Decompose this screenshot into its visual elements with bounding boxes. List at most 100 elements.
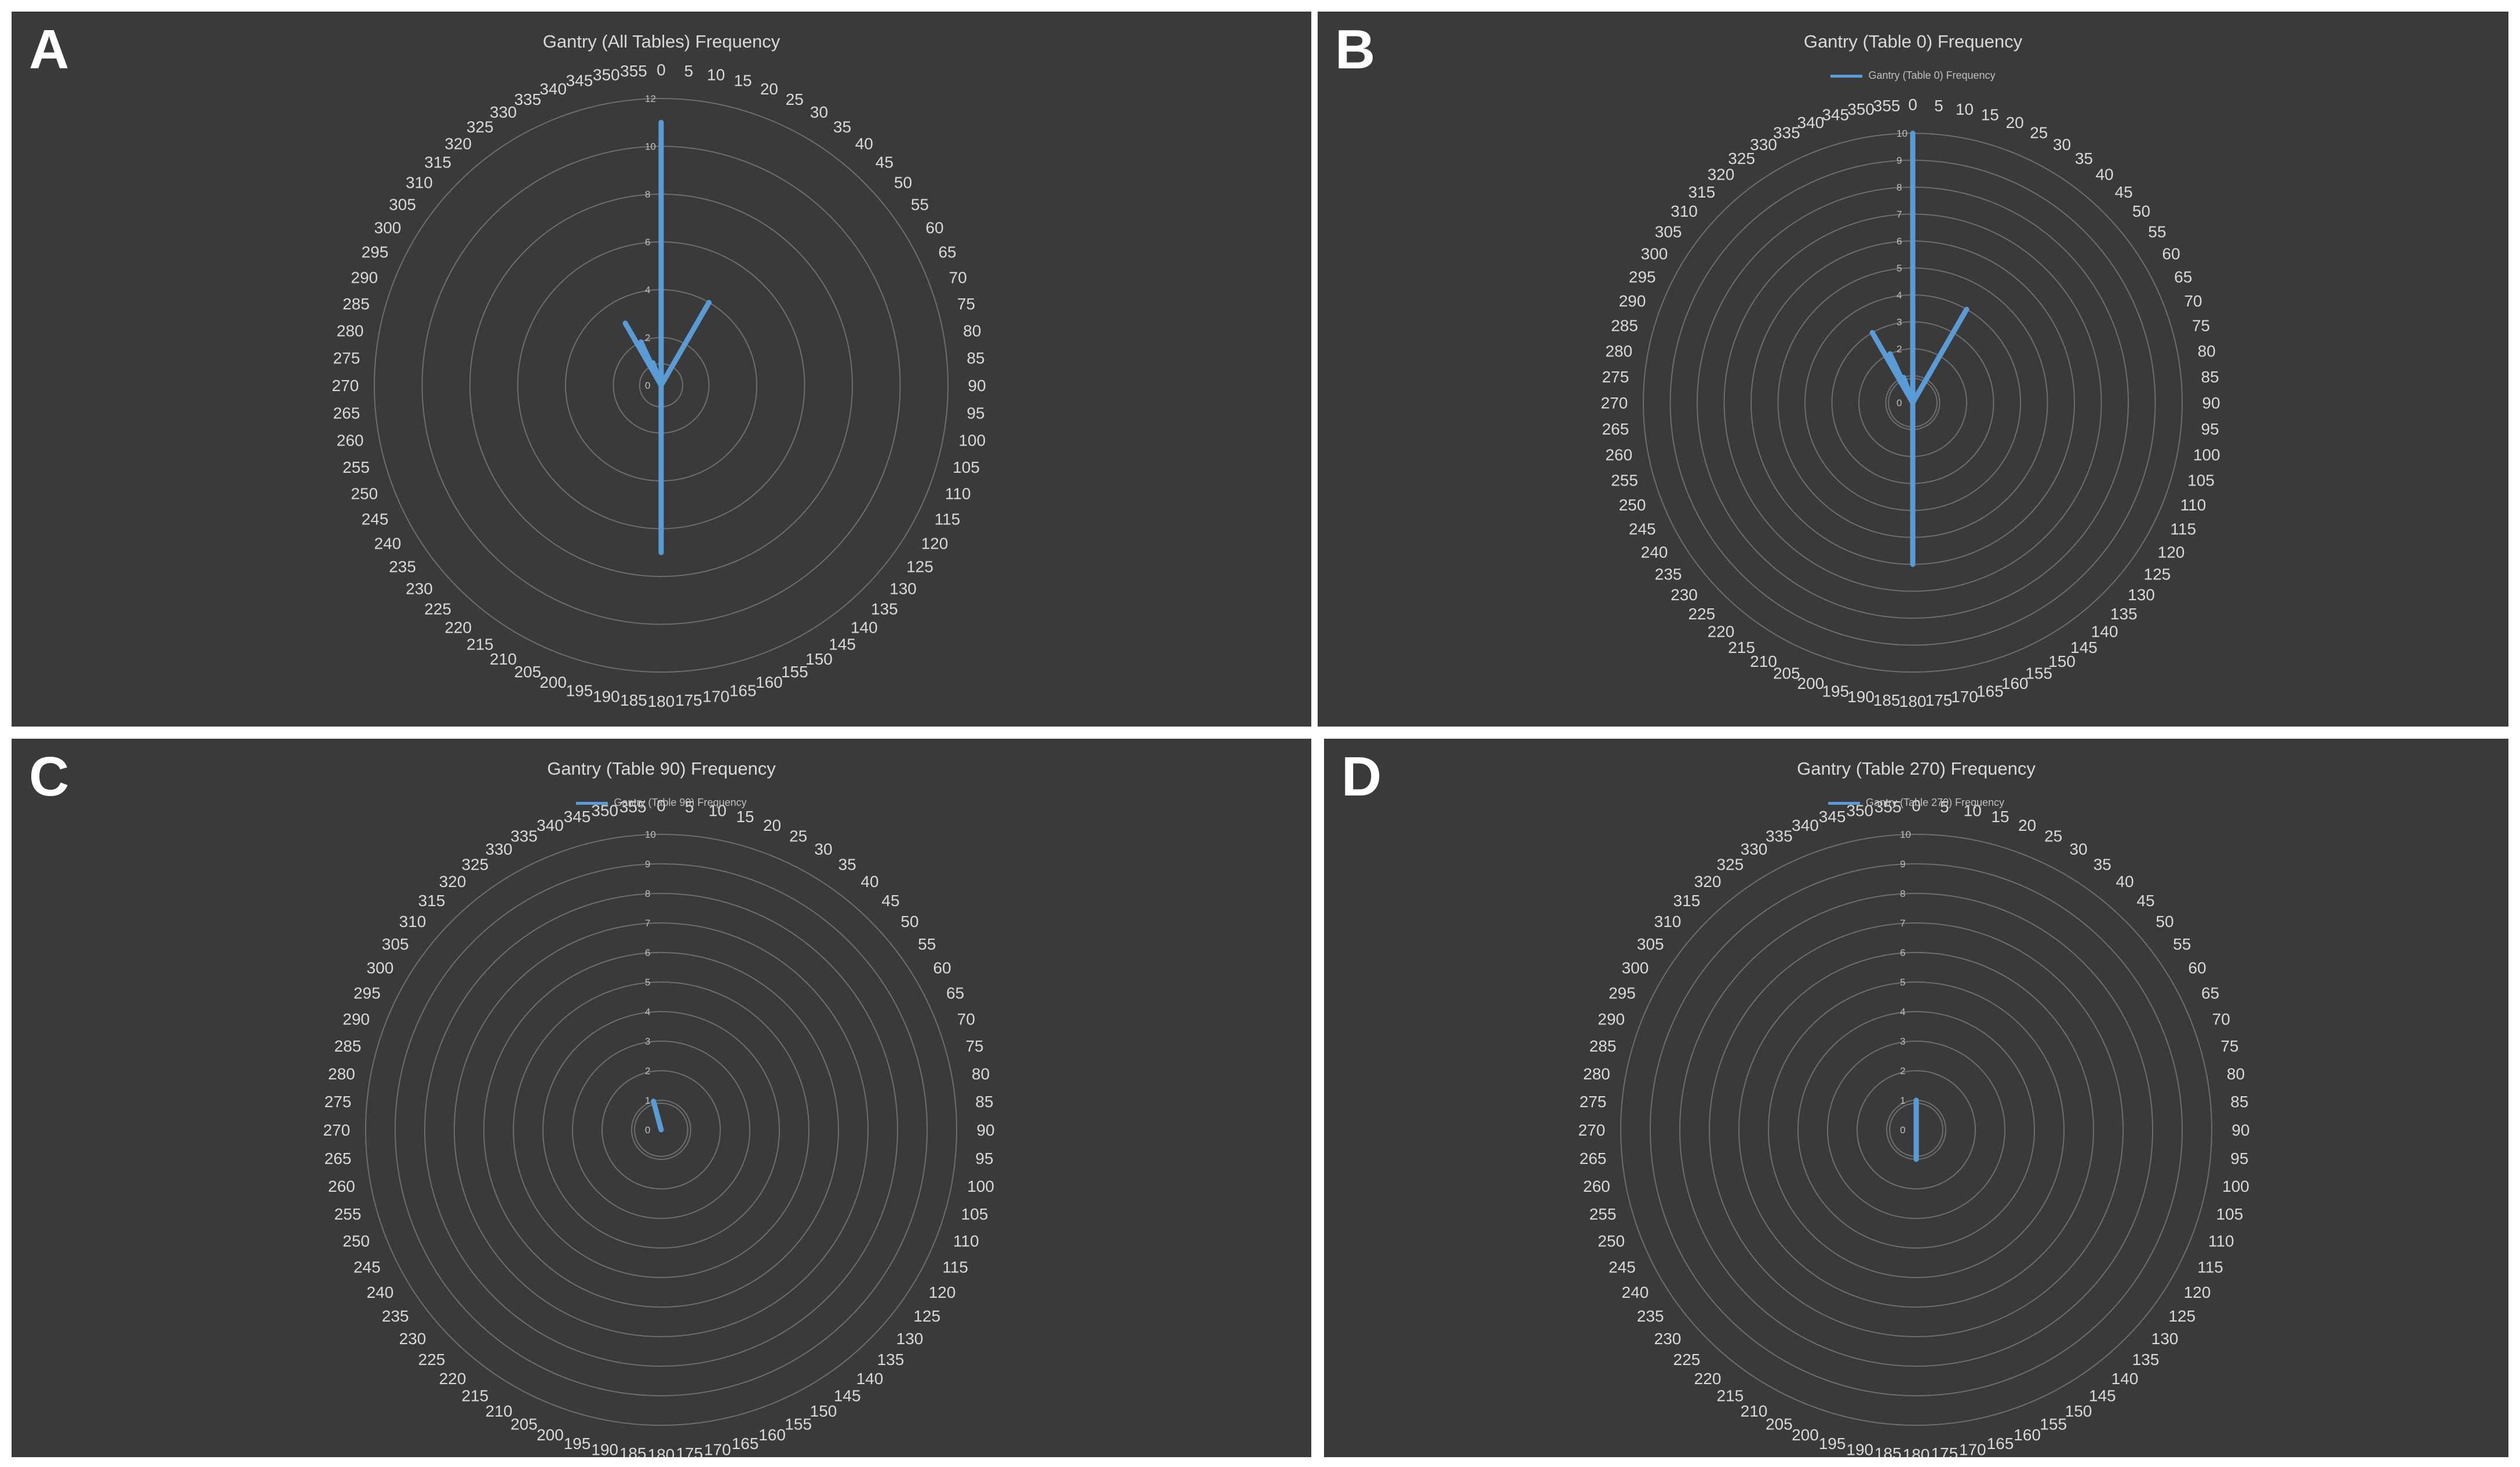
angle-label: 310 <box>399 913 426 930</box>
angle-label: 25 <box>2030 123 2048 141</box>
radial-tick-label: 8 <box>645 888 650 899</box>
angle-label: 265 <box>324 1149 352 1167</box>
grid-ring <box>1650 863 2183 1396</box>
radial-tick-label: 3 <box>1900 1036 1905 1047</box>
grid-ring <box>1709 922 2124 1337</box>
angle-label: 35 <box>2075 149 2093 167</box>
panel-label-d: D <box>1341 746 1382 808</box>
angle-label: 105 <box>2216 1205 2244 1223</box>
angle-label: 25 <box>2044 827 2062 845</box>
angle-label: 65 <box>946 984 964 1002</box>
angle-label: 60 <box>925 219 943 237</box>
angle-label: 300 <box>374 219 402 237</box>
panel-b: 0123456789100510152025303540455055606570… <box>1318 12 2508 727</box>
angle-label: 245 <box>1629 520 1656 538</box>
angle-label: 130 <box>889 579 917 597</box>
angle-label: 230 <box>406 579 433 597</box>
radial-tick-label: 3 <box>645 1036 650 1047</box>
angle-label: 195 <box>1822 682 1849 700</box>
angle-label: 90 <box>2231 1121 2249 1139</box>
angle-label: 280 <box>1605 342 1632 360</box>
angle-label: 160 <box>758 1426 786 1444</box>
angle-label: 180 <box>648 1446 675 1457</box>
angle-label: 70 <box>957 1010 975 1028</box>
angle-label: 85 <box>975 1093 993 1111</box>
angle-label: 140 <box>851 618 878 636</box>
angle-label: 185 <box>1874 1444 1902 1457</box>
grid-ring <box>631 1100 691 1160</box>
angle-label: 80 <box>2227 1065 2245 1083</box>
angle-label: 240 <box>1622 1283 1649 1301</box>
angle-label: 30 <box>2053 136 2071 154</box>
angle-label: 15 <box>1981 106 1999 124</box>
angle-label: 205 <box>1766 1415 1793 1433</box>
angle-label: 320 <box>444 135 472 153</box>
legend-b: Gantry (Table 0) Frequency <box>1318 70 2508 82</box>
angle-label: 215 <box>461 1387 488 1405</box>
angle-label: 205 <box>510 1415 538 1433</box>
angle-label: 150 <box>805 650 833 668</box>
angle-label: 260 <box>1605 446 1632 464</box>
angle-label: 85 <box>2230 1093 2248 1111</box>
angle-label: 295 <box>1629 268 1656 286</box>
panel-c: 0 1 2 3 4 5 6 7 8 9 10 0 5 10 15 20 25 30 35 40 45 50 55 60 65 70… <box>12 739 1311 1457</box>
angle-label: 280 <box>328 1065 355 1083</box>
angle-label: 90 <box>976 1121 994 1139</box>
angle-label: 115 <box>935 510 961 528</box>
angle-label: 245 <box>353 1258 381 1276</box>
radial-tick-label: 9 <box>1900 859 1905 870</box>
angle-label: 20 <box>2006 114 2024 132</box>
angle-label: 15 <box>1991 808 2009 826</box>
angle-label: 195 <box>1819 1435 1846 1453</box>
radial-tick-label: 4 <box>645 284 650 295</box>
angle-label: 85 <box>2201 368 2219 386</box>
angle-label: 270 <box>323 1121 351 1139</box>
angle-label: 200 <box>537 1426 564 1444</box>
grid-ring <box>483 952 839 1308</box>
angle-label: 335 <box>510 827 538 845</box>
angle-label: 100 <box>967 1177 994 1195</box>
angle-label: 355 <box>620 62 647 80</box>
angle-label: 160 <box>2014 1426 2041 1444</box>
angle-label: 80 <box>2198 342 2216 360</box>
angle-label: 230 <box>1654 1330 1682 1348</box>
angle-label: 130 <box>896 1330 924 1348</box>
angle-label: 235 <box>1655 565 1682 583</box>
angle-label: 210 <box>486 1402 513 1420</box>
angle-label: 215 <box>1728 638 1755 656</box>
radial-tick-label: 10 <box>1900 829 1911 840</box>
angle-label: 140 <box>2111 1370 2139 1388</box>
panel-label-a: A <box>29 19 70 81</box>
angle-label: 305 <box>382 935 409 953</box>
angle-label: 160 <box>756 673 783 691</box>
radial-tick-label: 1 <box>645 1095 650 1106</box>
angle-label: 340 <box>1797 114 1825 132</box>
angle-label: 235 <box>389 558 416 576</box>
angle-label: 165 <box>1987 1435 2014 1453</box>
radial-tick-label: 7 <box>645 918 650 929</box>
angle-label: 210 <box>1750 652 1777 670</box>
angle-label: 130 <box>2128 586 2155 604</box>
angle-label: 245 <box>362 510 389 528</box>
data-spoke <box>651 1099 664 1133</box>
angle-label: 10 <box>709 802 727 820</box>
angle-label: 255 <box>342 458 370 476</box>
panel-a: 0 2 4 6 8 10 12 0 5 10 15 20 25 30 35 40 45 50 55 60 65 70 75 8… <box>12 12 1311 727</box>
radial-tick-label: 7 <box>1897 209 1902 220</box>
angle-label: 125 <box>906 558 933 576</box>
angle-label: 200 <box>1792 1426 1819 1444</box>
grid-ring <box>1797 1011 2035 1249</box>
angle-label: 40 <box>2095 165 2113 183</box>
radial-tick-label: 1 <box>1900 1095 1905 1106</box>
angle-label: 15 <box>736 808 754 826</box>
angle-label: 260 <box>337 432 364 450</box>
angle-label: 330 <box>490 103 517 121</box>
angle-label: 45 <box>876 154 894 171</box>
angle-label: 335 <box>1773 123 1800 141</box>
angle-label: 255 <box>1589 1205 1617 1223</box>
grid-ring <box>1768 981 2065 1278</box>
angle-label: 185 <box>1873 691 1901 709</box>
angle-label: 225 <box>1688 605 1715 623</box>
legend-label-c: Gantry (Table 90) Frequency <box>614 797 747 808</box>
